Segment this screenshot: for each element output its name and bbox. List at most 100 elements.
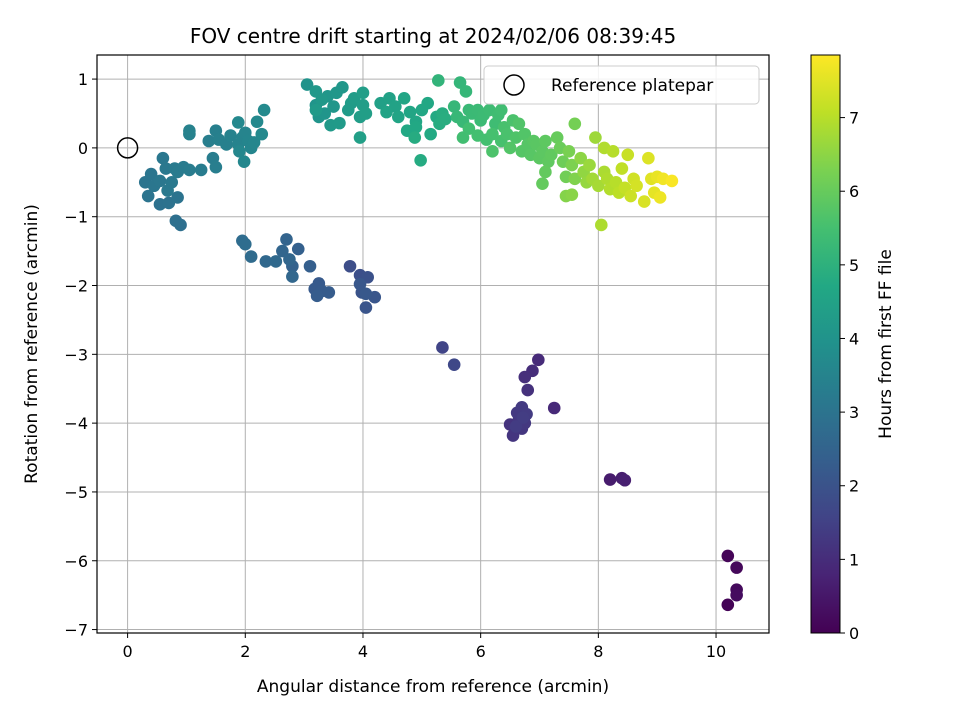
data-point [494,103,508,117]
data-point [409,120,423,134]
data-point [550,131,564,144]
data-point [730,561,743,574]
colorbar-tick-label: 1 [849,550,859,569]
data-point [630,179,643,193]
plot-frame [96,54,770,634]
data-point [408,131,422,144]
data-points [138,74,743,612]
data-point [436,341,449,354]
y-tick-label: −3 [64,345,88,364]
data-point [209,160,223,174]
data-point [159,162,173,175]
data-point [653,191,667,204]
data-point [539,165,552,179]
data-point [637,195,651,208]
data-point [244,250,258,263]
data-point [621,148,635,162]
data-point [568,172,582,186]
data-point [259,255,273,268]
colorbar-tick-label: 5 [849,256,859,275]
reference-marker [116,137,139,159]
y-tick-label: −5 [64,483,88,502]
data-point [516,411,530,424]
data-point [255,127,269,141]
data-point [592,179,605,193]
data-point [300,78,314,91]
data-point [642,151,655,165]
colorbar-ticks: 0 1 2 3 4 5 6 7 [840,109,859,643]
x-tick-label: 4 [358,642,368,661]
y-axis-ticks: −7 −6 −5 −4 −3 −2 −1 0 1 [64,70,97,640]
data-point [544,148,558,162]
data-point [447,358,461,371]
data-point [721,549,735,563]
data-point [144,167,158,181]
colorbar-tick-label: 4 [849,329,859,348]
grid [97,55,769,633]
legend-entry-reference-platepar: Reference platepar [551,76,713,96]
x-tick-label: 2 [240,642,250,661]
data-point [594,218,608,232]
data-point [353,277,367,291]
data-point [269,255,283,268]
legend-marker [503,74,525,96]
data-point [518,127,532,141]
data-point [536,177,549,190]
data-point [403,105,417,119]
y-axis-label: Rotation from reference (arcmin) [22,204,42,484]
data-point [453,76,467,89]
data-point [250,115,264,129]
reference-platepar-point [116,137,139,159]
data-point [603,473,617,486]
data-point [183,163,196,177]
data-point [303,259,317,273]
data-point [202,134,216,148]
data-point [421,96,435,110]
data-point [391,110,405,124]
data-point [280,233,293,246]
data-point [486,145,499,158]
data-point [583,158,596,172]
x-tick-label: 0 [123,642,133,661]
data-point [353,131,367,144]
data-point [238,237,252,251]
legend: Reference platepar [483,65,760,105]
data-point [397,92,411,105]
data-point [615,162,629,175]
y-tick-label: 1 [78,70,88,89]
y-tick-label: −7 [64,621,88,640]
data-point [359,287,373,301]
x-axis-label: Angular distance from reference (arcmin) [257,677,609,697]
data-point [224,129,237,142]
data-point [565,188,579,201]
x-tick-label: 10 [706,642,726,661]
data-point [171,191,184,204]
x-axis-ticks: 0 2 4 6 8 10 [123,633,726,661]
data-point [183,124,196,137]
data-point [424,127,437,141]
data-point [730,588,743,602]
data-point [231,116,245,129]
data-point [532,353,545,367]
x-tick-label: 6 [476,642,486,661]
data-point [247,136,261,149]
data-point [276,244,289,258]
data-point [565,158,579,172]
data-point [624,189,638,203]
data-point [336,81,349,94]
data-point [333,116,346,130]
colorbar-tick-label: 3 [849,403,859,422]
data-point [327,100,340,113]
data-point [539,134,552,148]
data-point [568,117,582,131]
data-point [169,214,183,228]
data-point [721,598,735,612]
data-point [456,131,470,144]
data-point [503,141,517,155]
data-point [462,122,476,135]
data-point [153,174,167,188]
colorbar-tick-label: 6 [849,182,859,201]
data-point [518,370,532,384]
data-point [322,286,336,299]
